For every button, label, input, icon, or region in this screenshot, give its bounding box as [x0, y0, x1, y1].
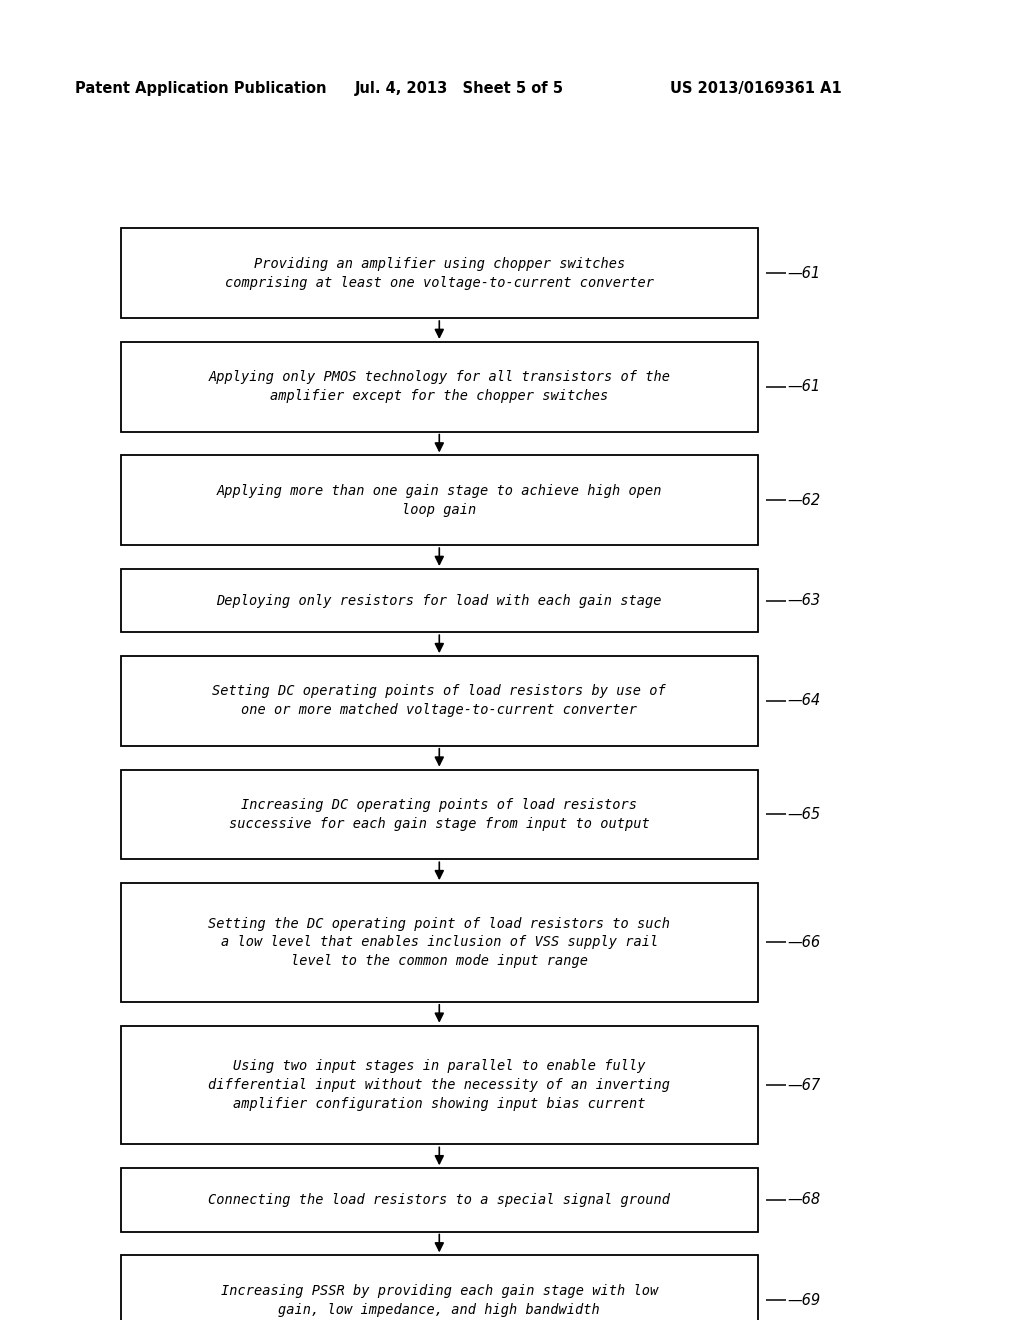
Text: US 2013/0169361 A1: US 2013/0169361 A1	[670, 81, 842, 96]
Text: Deploying only resistors for load with each gain stage: Deploying only resistors for load with e…	[216, 594, 663, 607]
Text: —68: —68	[787, 1192, 821, 1208]
Text: —64: —64	[787, 693, 821, 709]
Bar	[121, 1255, 758, 1320]
Bar	[121, 1168, 758, 1232]
Bar	[121, 342, 758, 432]
Text: Using two input stages in parallel to enable fully
differential input without th: Using two input stages in parallel to en…	[208, 1059, 671, 1111]
Bar	[121, 883, 758, 1002]
Text: —61: —61	[787, 379, 821, 395]
Bar	[121, 656, 758, 746]
Text: —67: —67	[787, 1077, 821, 1093]
Bar	[121, 770, 758, 859]
Bar	[121, 228, 758, 318]
Text: —65: —65	[787, 807, 821, 822]
Text: Increasing DC operating points of load resistors
successive for each gain stage : Increasing DC operating points of load r…	[229, 799, 649, 830]
Bar	[121, 1026, 758, 1144]
Text: —66: —66	[787, 935, 821, 950]
Text: Setting the DC operating point of load resistors to such
a low level that enable: Setting the DC operating point of load r…	[208, 916, 671, 969]
Text: —63: —63	[787, 593, 821, 609]
Text: Providing an amplifier using chopper switches
comprising at least one voltage-to: Providing an amplifier using chopper swi…	[225, 257, 653, 289]
Text: Applying more than one gain stage to achieve high open
loop gain: Applying more than one gain stage to ach…	[216, 484, 663, 516]
Text: Increasing PSSR by providing each gain stage with low
gain, low impedance, and h: Increasing PSSR by providing each gain s…	[220, 1284, 658, 1316]
Text: —69: —69	[787, 1292, 821, 1308]
Text: Connecting the load resistors to a special signal ground: Connecting the load resistors to a speci…	[208, 1193, 671, 1206]
Text: Setting DC operating points of load resistors by use of
one or more matched volt: Setting DC operating points of load resi…	[212, 685, 667, 717]
Text: —61: —61	[787, 265, 821, 281]
Text: —62: —62	[787, 492, 821, 508]
Text: Applying only PMOS technology for all transistors of the
amplifier except for th: Applying only PMOS technology for all tr…	[208, 371, 671, 403]
Bar	[121, 569, 758, 632]
Text: Jul. 4, 2013   Sheet 5 of 5: Jul. 4, 2013 Sheet 5 of 5	[355, 81, 564, 96]
Bar	[121, 455, 758, 545]
Text: Patent Application Publication: Patent Application Publication	[75, 81, 327, 96]
